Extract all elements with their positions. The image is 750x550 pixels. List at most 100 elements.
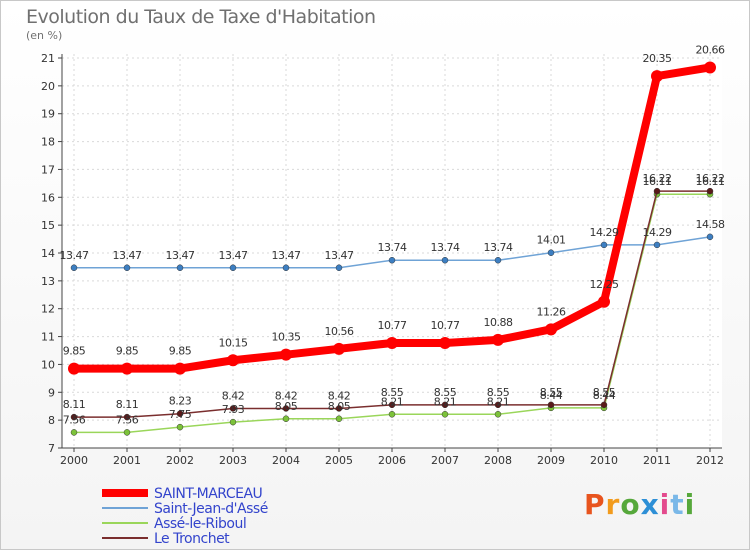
data-point <box>388 401 396 409</box>
y-tick-label: 16 <box>41 191 55 204</box>
data-label: 13.47 <box>325 249 354 262</box>
data-point <box>441 401 449 409</box>
data-label: 20.66 <box>696 43 725 56</box>
y-tick-label: 12 <box>41 303 55 316</box>
data-label: 8.21 <box>487 395 510 408</box>
data-point <box>439 336 451 349</box>
data-label: 8.55 <box>434 386 457 399</box>
data-label: 7.93 <box>222 403 245 416</box>
data-label: 20.35 <box>643 52 672 65</box>
data-label: 7.56 <box>116 413 139 426</box>
data-point <box>123 413 131 421</box>
data-label: 9.85 <box>116 345 139 358</box>
y-tick-label: 14 <box>41 247 55 260</box>
data-label: 10.15 <box>219 336 248 349</box>
data-label: 16.11 <box>643 175 672 188</box>
data-point <box>388 256 396 264</box>
x-tick-label: 2005 <box>325 454 353 467</box>
data-point <box>174 362 186 375</box>
data-label: 8.55 <box>381 386 404 399</box>
data-point <box>229 418 237 426</box>
data-label: 16.11 <box>696 175 725 188</box>
logo-letter: r <box>605 488 621 521</box>
data-label: 13.47 <box>272 249 301 262</box>
x-tick-label: 2007 <box>431 454 459 467</box>
data-label: 13.47 <box>166 249 195 262</box>
data-label: 8.44 <box>540 389 563 402</box>
data-label: 14.58 <box>696 218 725 231</box>
data-label: 10.77 <box>431 319 460 332</box>
y-tick-label: 7 <box>48 442 55 455</box>
data-point <box>494 401 502 409</box>
data-point <box>492 333 504 346</box>
data-point <box>176 423 184 431</box>
data-point <box>706 187 714 195</box>
data-point <box>386 336 398 349</box>
y-tick-label: 13 <box>41 275 55 288</box>
data-label: 13.47 <box>113 249 142 262</box>
data-label: 9.85 <box>63 345 86 358</box>
data-label: 8.55 <box>540 386 563 399</box>
x-tick-label: 2003 <box>219 454 247 467</box>
data-label: 8.21 <box>381 395 404 408</box>
data-label: 11.26 <box>537 305 566 318</box>
data-label: 13.74 <box>431 241 460 254</box>
y-tick-label: 15 <box>41 219 55 232</box>
data-point <box>494 256 502 264</box>
y-tick-label: 8 <box>48 414 55 427</box>
y-tick-label: 9 <box>48 386 55 399</box>
data-label: 14.29 <box>590 226 619 239</box>
y-tick-label: 19 <box>41 108 55 121</box>
chart-subtitle: (en %) <box>26 29 63 42</box>
data-label: 10.77 <box>378 319 407 332</box>
data-point <box>547 249 555 256</box>
data-point <box>176 410 184 417</box>
data-point <box>121 362 133 375</box>
data-point <box>70 264 78 272</box>
data-point <box>441 256 449 264</box>
data-point <box>388 411 396 418</box>
data-label: 8.42 <box>222 389 245 402</box>
y-tick-label: 17 <box>41 163 55 176</box>
legend-label: Assé-le-Riboul <box>154 516 246 532</box>
data-label: 16.22 <box>643 172 672 185</box>
data-label: 10.35 <box>272 331 301 344</box>
data-point <box>494 411 502 418</box>
data-label: 14.01 <box>537 234 566 247</box>
legend-label: Le Tronchet <box>154 531 230 547</box>
data-point <box>176 264 184 272</box>
data-label: 7.75 <box>169 408 192 421</box>
x-tick-label: 2011 <box>643 454 671 467</box>
data-label: 8.23 <box>169 395 192 408</box>
x-tick-label: 2006 <box>378 454 406 467</box>
data-point <box>123 264 131 272</box>
data-label: 13.74 <box>484 241 513 254</box>
y-tick-label: 21 <box>41 52 55 65</box>
logo-letter: i <box>659 488 671 521</box>
y-tick-label: 18 <box>41 136 55 149</box>
data-point <box>229 405 237 412</box>
data-point <box>545 323 557 336</box>
x-tick-label: 2000 <box>60 454 88 467</box>
data-label: 8.05 <box>275 400 298 413</box>
logo-letter: i <box>684 488 696 521</box>
data-point <box>335 264 343 272</box>
data-point <box>598 295 610 308</box>
proxiti-logo: Proxiti <box>584 488 695 521</box>
data-point <box>653 241 661 249</box>
data-point <box>68 362 80 375</box>
data-point <box>123 429 131 436</box>
data-label: 10.88 <box>484 316 513 329</box>
data-label: 8.11 <box>116 398 139 411</box>
data-label: 9.85 <box>169 345 192 358</box>
logo-letter: t <box>670 488 685 521</box>
data-label: 8.42 <box>275 389 298 402</box>
chart-title: Evolution du Taux de Taxe d'Habitation <box>26 6 376 28</box>
logo-letter: P <box>584 488 606 521</box>
data-label: 8.44 <box>593 389 616 402</box>
data-point <box>282 405 290 412</box>
legend-label: Saint-Jean-d'Assé <box>154 501 268 517</box>
data-label: 7.56 <box>63 413 86 426</box>
x-tick-label: 2008 <box>484 454 512 467</box>
